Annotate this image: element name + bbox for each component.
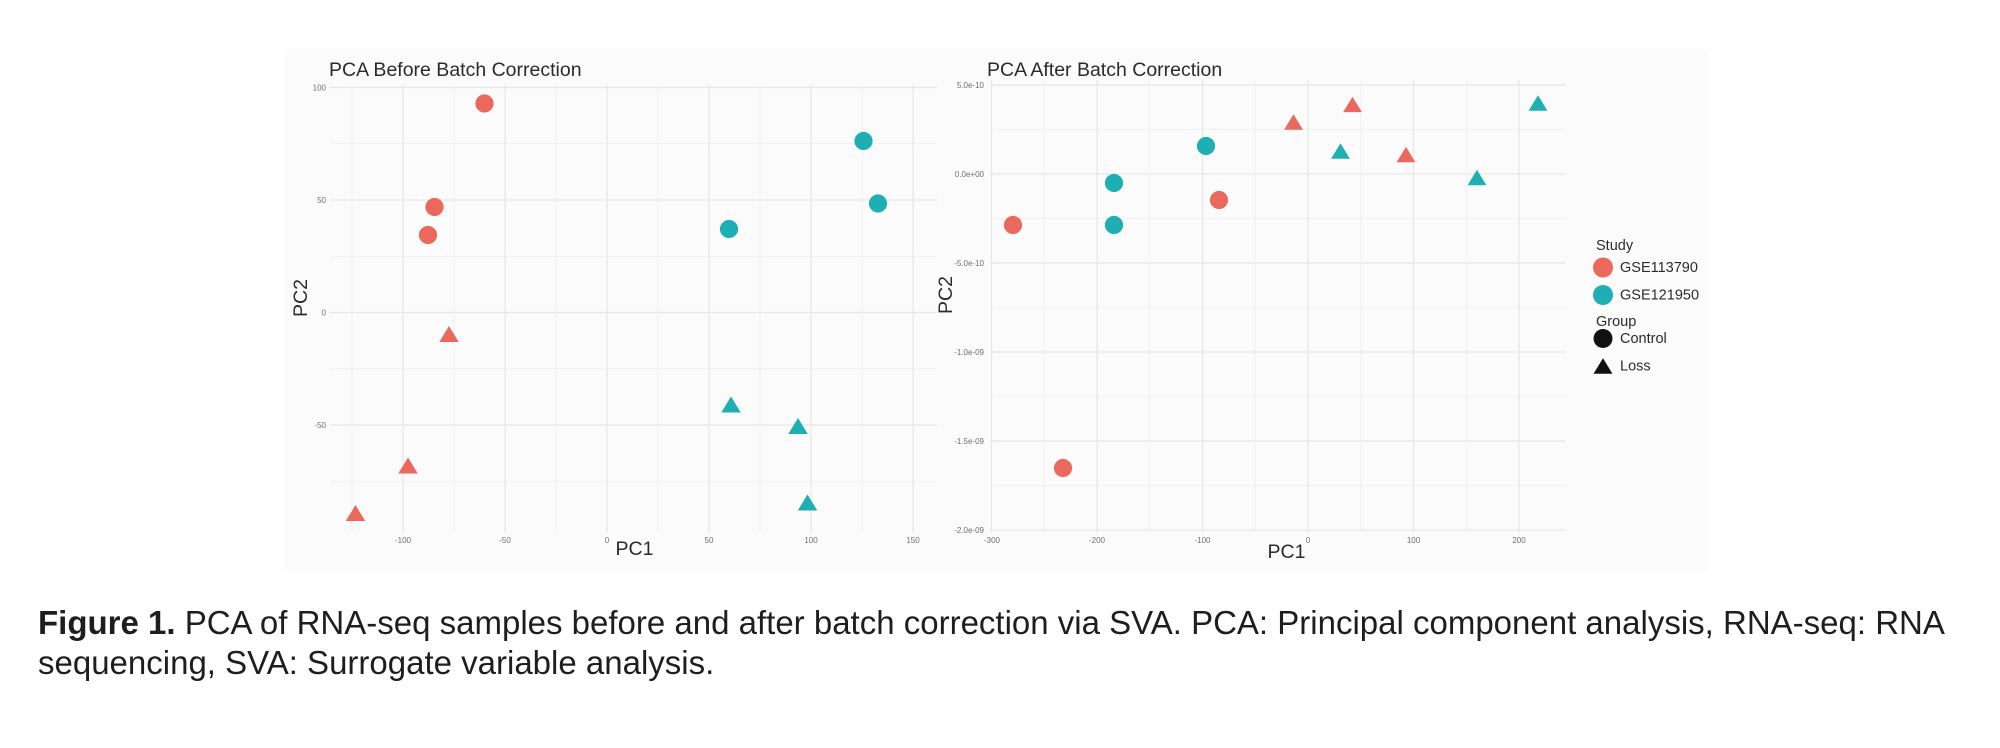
svg-text:0: 0 — [605, 536, 610, 545]
svg-text:150: 150 — [906, 536, 920, 545]
svg-text:200: 200 — [1512, 536, 1526, 545]
svg-text:PC1: PC1 — [1268, 541, 1306, 563]
svg-text:Study: Study — [1596, 238, 1634, 254]
svg-text:Loss: Loss — [1620, 359, 1651, 375]
svg-text:-100: -100 — [1194, 536, 1211, 545]
svg-text:PC2: PC2 — [290, 279, 312, 317]
svg-text:-1.5e-09: -1.5e-09 — [954, 437, 984, 446]
svg-text:PC2: PC2 — [935, 276, 957, 314]
svg-text:-100: -100 — [395, 536, 412, 545]
svg-text:0: 0 — [1306, 536, 1311, 545]
svg-text:-300: -300 — [984, 536, 1001, 545]
svg-text:50: 50 — [705, 536, 714, 545]
svg-text:PCA Before Batch Correction: PCA Before Batch Correction — [329, 59, 582, 81]
svg-text:100: 100 — [804, 536, 818, 545]
svg-text:-200: -200 — [1089, 536, 1106, 545]
svg-text:PCA After Batch Correction: PCA After Batch Correction — [987, 59, 1222, 81]
svg-text:-50: -50 — [314, 421, 326, 430]
svg-text:50: 50 — [317, 196, 326, 205]
svg-text:100: 100 — [313, 84, 327, 93]
svg-text:Group: Group — [1596, 314, 1636, 330]
svg-text:-1.0e-09: -1.0e-09 — [954, 348, 984, 357]
svg-text:Control: Control — [1620, 331, 1667, 347]
svg-text:100: 100 — [1407, 536, 1421, 545]
svg-text:GSE113790: GSE113790 — [1620, 260, 1698, 276]
svg-text:0.0e+00: 0.0e+00 — [955, 170, 985, 179]
svg-text:PC1: PC1 — [616, 538, 654, 560]
svg-text:-5.0e-10: -5.0e-10 — [954, 259, 984, 268]
svg-text:5.0e-10: 5.0e-10 — [957, 81, 985, 90]
svg-text:0: 0 — [322, 309, 327, 318]
svg-text:GSE121950: GSE121950 — [1620, 288, 1699, 304]
svg-text:-50: -50 — [499, 536, 511, 545]
svg-text:-2.0e-09: -2.0e-09 — [954, 526, 984, 535]
